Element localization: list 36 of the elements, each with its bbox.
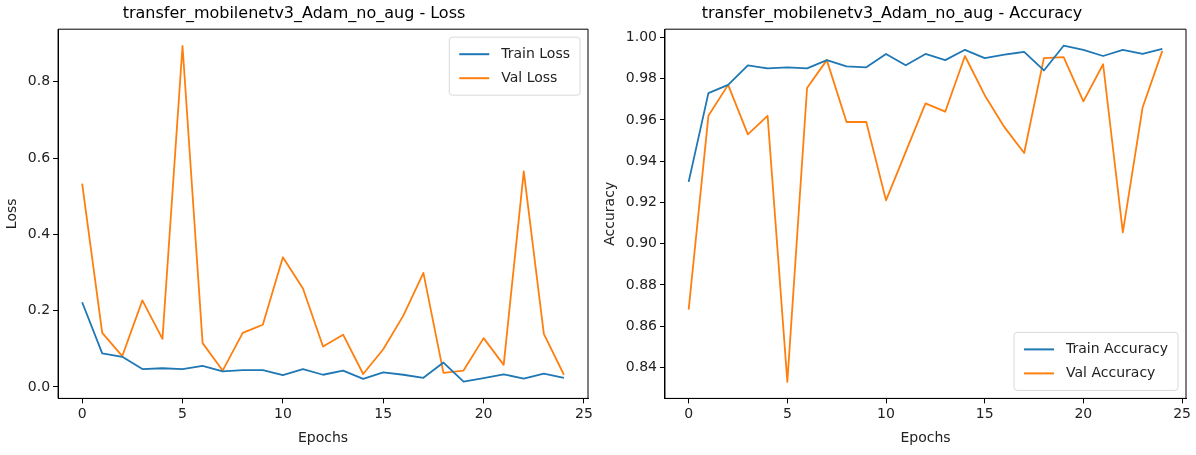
y-tick-label: 0.96 [625, 110, 658, 127]
y-tick-label: 0.4 [27, 225, 51, 242]
x-tick-label: 25 [1173, 405, 1191, 422]
y-tick-label: 0.94 [625, 151, 658, 168]
y-tick-label: 0.8 [27, 72, 51, 89]
x-tick-label: 15 [374, 405, 393, 422]
x-tick-label: 10 [877, 405, 895, 422]
x-tick-label: 15 [975, 405, 994, 422]
x-tick-label: 0 [684, 405, 694, 422]
x-tick-label: 20 [474, 405, 493, 422]
y-tick-label: 0.2 [27, 301, 51, 318]
chart-title: transfer_mobilenetv3_Adam_no_aug - Accuracy [701, 2, 1083, 23]
y-axis-title: Loss [3, 198, 20, 230]
x-tick-label: 10 [273, 405, 292, 422]
x-axis-title: Epochs [297, 429, 349, 446]
legend-label: Train Loss [500, 44, 570, 61]
x-tick-label: 25 [575, 405, 593, 422]
y-tick-label: 0.84 [625, 358, 658, 375]
legend-label: Val Loss [501, 68, 558, 85]
y-tick-label: 0.0 [27, 377, 51, 394]
y-tick-label: 0.98 [625, 69, 657, 86]
x-axis-title: Epochs [900, 429, 951, 446]
y-tick-label: 0.86 [625, 316, 658, 333]
y-axis-title: Accuracy [601, 181, 618, 246]
x-tick-label: 5 [782, 405, 792, 422]
chart-title: transfer_mobilenetv3_Adam_no_aug - Loss [122, 2, 466, 23]
x-tick-label: 0 [77, 405, 87, 422]
y-tick-label: 0.92 [625, 193, 657, 210]
legend-label: Train Accuracy [1065, 340, 1169, 357]
y-tick-label: 0.90 [625, 234, 657, 251]
y-tick-label: 0.6 [27, 148, 51, 165]
x-tick-label: 20 [1074, 405, 1093, 422]
y-tick-label: 0.88 [625, 275, 657, 292]
y-tick-label: 1.00 [625, 28, 657, 45]
x-tick-label: 5 [178, 405, 187, 422]
legend-label: Val Accuracy [1066, 364, 1156, 381]
